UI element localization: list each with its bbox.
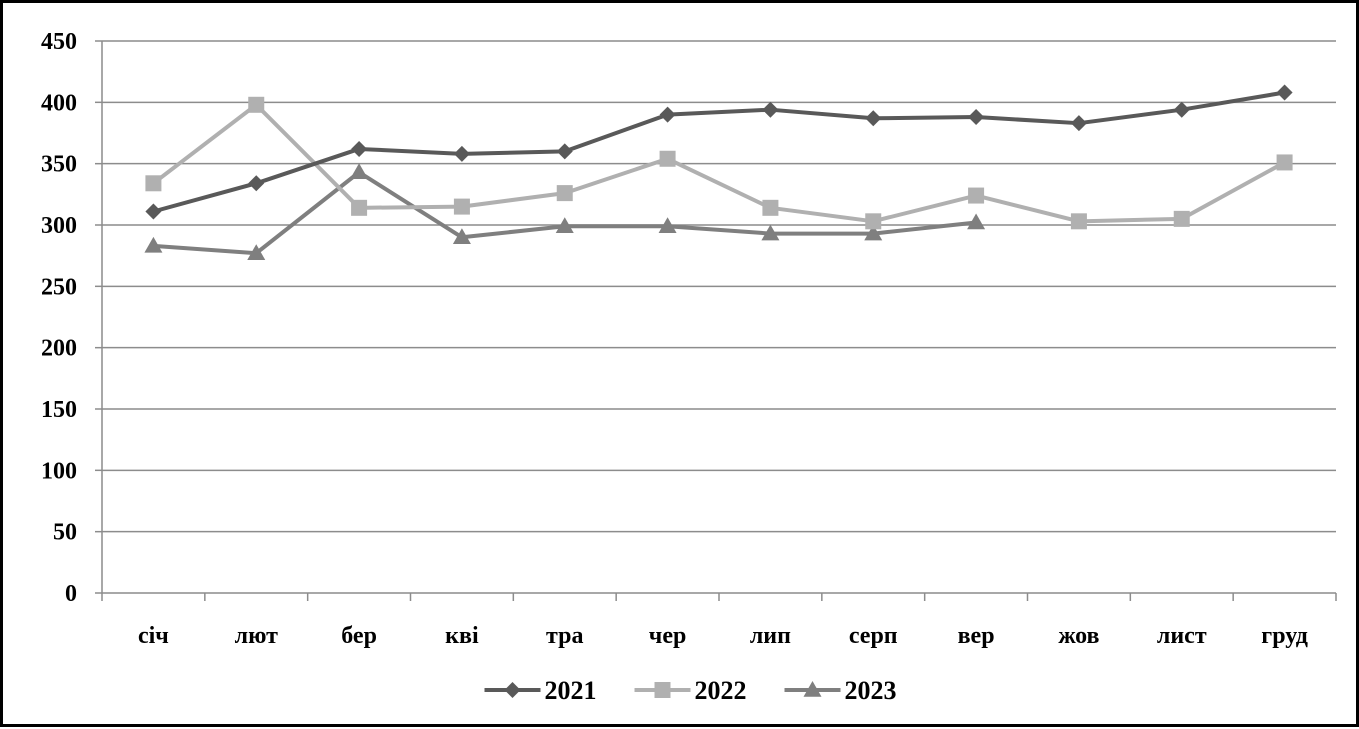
point-2021-серп xyxy=(865,110,882,127)
x-tick-label-1: лют xyxy=(235,623,278,649)
x-tick-label-6: лип xyxy=(750,623,791,649)
point-2021-чер xyxy=(659,106,676,123)
point-2021-жов xyxy=(1070,115,1087,132)
point-2023-тра xyxy=(555,217,574,233)
point-2021-тра xyxy=(556,143,573,160)
point-2021-вер xyxy=(968,109,985,126)
y-tick-label-250: 250 xyxy=(41,274,77,300)
legend-marker-2023 xyxy=(803,681,822,697)
point-2022-вер xyxy=(968,187,985,204)
point-2022-кві xyxy=(453,198,470,215)
y-tick-label-400: 400 xyxy=(41,90,77,116)
x-tick-label-9: жов xyxy=(1058,623,1099,649)
x-tick-label-10: лист xyxy=(1157,623,1207,649)
point-2022-серп xyxy=(865,213,882,230)
y-tick-label-0: 0 xyxy=(65,581,77,607)
y-axis-tick-labels: 0 50 100 150 200 250 300 350 400 450 xyxy=(41,29,77,607)
point-2023-вер xyxy=(967,213,986,230)
series-2022 xyxy=(145,96,1293,230)
y-tick-label-200: 200 xyxy=(41,336,77,362)
y-tick-label-150: 150 xyxy=(41,397,77,423)
point-2022-лист xyxy=(1173,210,1190,227)
y-tick-label-100: 100 xyxy=(41,458,77,484)
point-2023-лют xyxy=(247,244,266,260)
x-tick-label-2: бер xyxy=(341,623,377,649)
y-tick-label-450: 450 xyxy=(41,29,77,55)
point-2022-груд xyxy=(1276,154,1293,171)
point-2021-бер xyxy=(351,140,368,157)
point-2023-кві xyxy=(452,228,471,245)
series-line-2023 xyxy=(153,170,977,256)
x-tick-label-7: серп xyxy=(849,623,898,649)
legend-label-2022: 2022 xyxy=(695,676,747,705)
point-2023-січ xyxy=(144,236,163,253)
point-2023-чер xyxy=(658,217,677,233)
point-2022-чер xyxy=(659,150,676,167)
point-2021-кві xyxy=(453,145,470,162)
series-line-2022 xyxy=(152,102,1286,224)
legend: 2021 2022 2023 xyxy=(484,676,897,705)
point-2023-лип xyxy=(761,224,780,241)
point-2022-лют xyxy=(248,96,265,113)
x-tick-label-5: чер xyxy=(649,623,687,649)
x-tick-label-8: вер xyxy=(958,623,995,649)
point-2021-січ xyxy=(145,203,162,220)
y-tick-label-350: 350 xyxy=(41,152,77,178)
series-2021 xyxy=(145,84,1293,220)
series-2023 xyxy=(144,163,986,260)
point-2022-жов xyxy=(1070,213,1087,230)
line-chart: 0 50 100 150 200 250 300 350 400 450 січ лют бер кві… xyxy=(41,29,1337,705)
x-tick-label-0: січ xyxy=(138,623,169,649)
x-tick-label-3: кві xyxy=(445,623,479,649)
y-tick-label-50: 50 xyxy=(53,520,77,546)
point-2021-лист xyxy=(1173,101,1190,118)
axes xyxy=(95,40,1337,601)
series-line-2021 xyxy=(152,90,1285,214)
legend-item-2022: 2022 xyxy=(634,676,747,705)
legend-marker-2022 xyxy=(654,682,671,698)
legend-marker-2021 xyxy=(504,682,521,698)
legend-label-2023: 2023 xyxy=(845,676,897,705)
y-tick-label-300: 300 xyxy=(41,213,77,239)
point-2021-лип xyxy=(762,101,779,118)
point-2022-тра xyxy=(556,185,573,202)
legend-item-2023: 2023 xyxy=(784,676,897,705)
series xyxy=(144,84,1293,260)
x-tick-label-11: груд xyxy=(1261,623,1308,649)
point-2021-лют xyxy=(248,175,265,192)
point-2021-груд xyxy=(1276,84,1293,101)
grid-lines xyxy=(102,40,1336,533)
x-axis-tick-labels: січ лют бер кві тра чер лип серп вер жов лист груд xyxy=(138,623,1308,649)
point-2023-бер xyxy=(350,163,369,180)
legend-item-2021: 2021 xyxy=(484,676,597,705)
legend-label-2021: 2021 xyxy=(545,676,597,705)
point-2022-лип xyxy=(762,199,779,216)
x-tick-label-4: тра xyxy=(546,623,583,649)
point-2022-січ xyxy=(145,175,162,192)
point-2023-серп xyxy=(864,224,883,241)
point-2022-бер xyxy=(351,199,368,216)
